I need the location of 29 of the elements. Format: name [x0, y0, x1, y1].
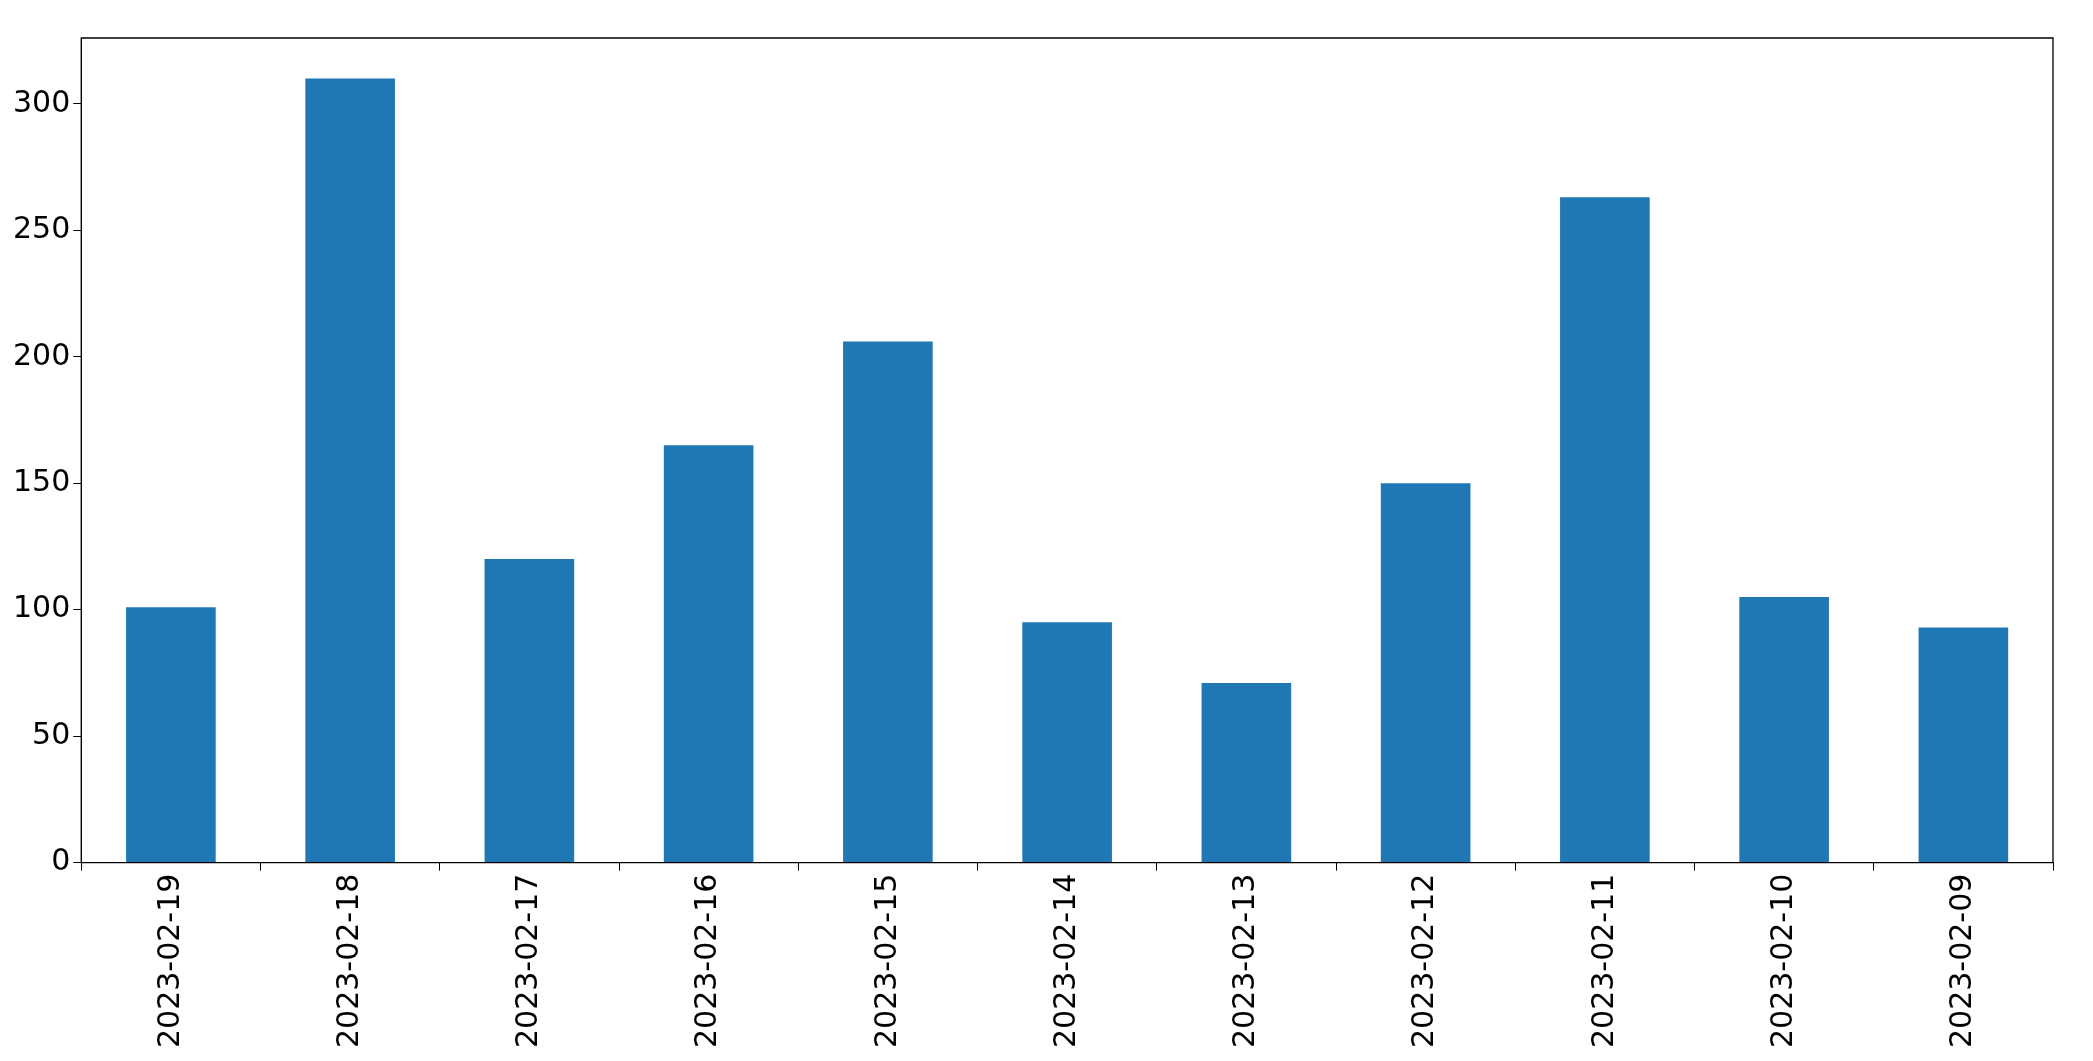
y-tick-label: 100: [13, 589, 71, 625]
bar: [1918, 627, 2009, 863]
y-tick-label: 300: [13, 83, 71, 119]
x-tick-label: 2023-02-09: [1943, 873, 1979, 1049]
bar: [484, 559, 575, 863]
y-tick-label: 150: [13, 463, 71, 499]
bar: [663, 445, 754, 863]
x-tick-label: 2023-02-18: [329, 873, 365, 1049]
y-tick-label: 0: [51, 842, 71, 878]
x-tick-label: 2023-02-12: [1405, 873, 1441, 1049]
x-tick-label: 2023-02-13: [1226, 873, 1262, 1049]
bar: [1739, 597, 1829, 863]
bar: [1380, 483, 1471, 863]
bar: [1022, 622, 1112, 863]
x-tick-label: 2023-02-15: [867, 873, 903, 1049]
bar: [1201, 683, 1292, 863]
y-tick-label: 200: [13, 336, 71, 372]
y-tick-label: 250: [13, 210, 71, 246]
bar: [843, 341, 933, 863]
bar: [126, 607, 216, 863]
x-tick-label: 2023-02-14: [1046, 873, 1082, 1049]
x-tick-label: 2023-02-10: [1763, 873, 1799, 1049]
x-tick-label: 2023-02-17: [509, 873, 545, 1049]
x-tick-label: 2023-02-19: [150, 873, 186, 1049]
bar: [1560, 197, 1650, 863]
x-tick-label: 2023-02-16: [688, 873, 724, 1049]
bar: [305, 78, 395, 863]
y-tick-label: 50: [32, 715, 71, 751]
x-tick-label: 2023-02-11: [1584, 873, 1620, 1049]
